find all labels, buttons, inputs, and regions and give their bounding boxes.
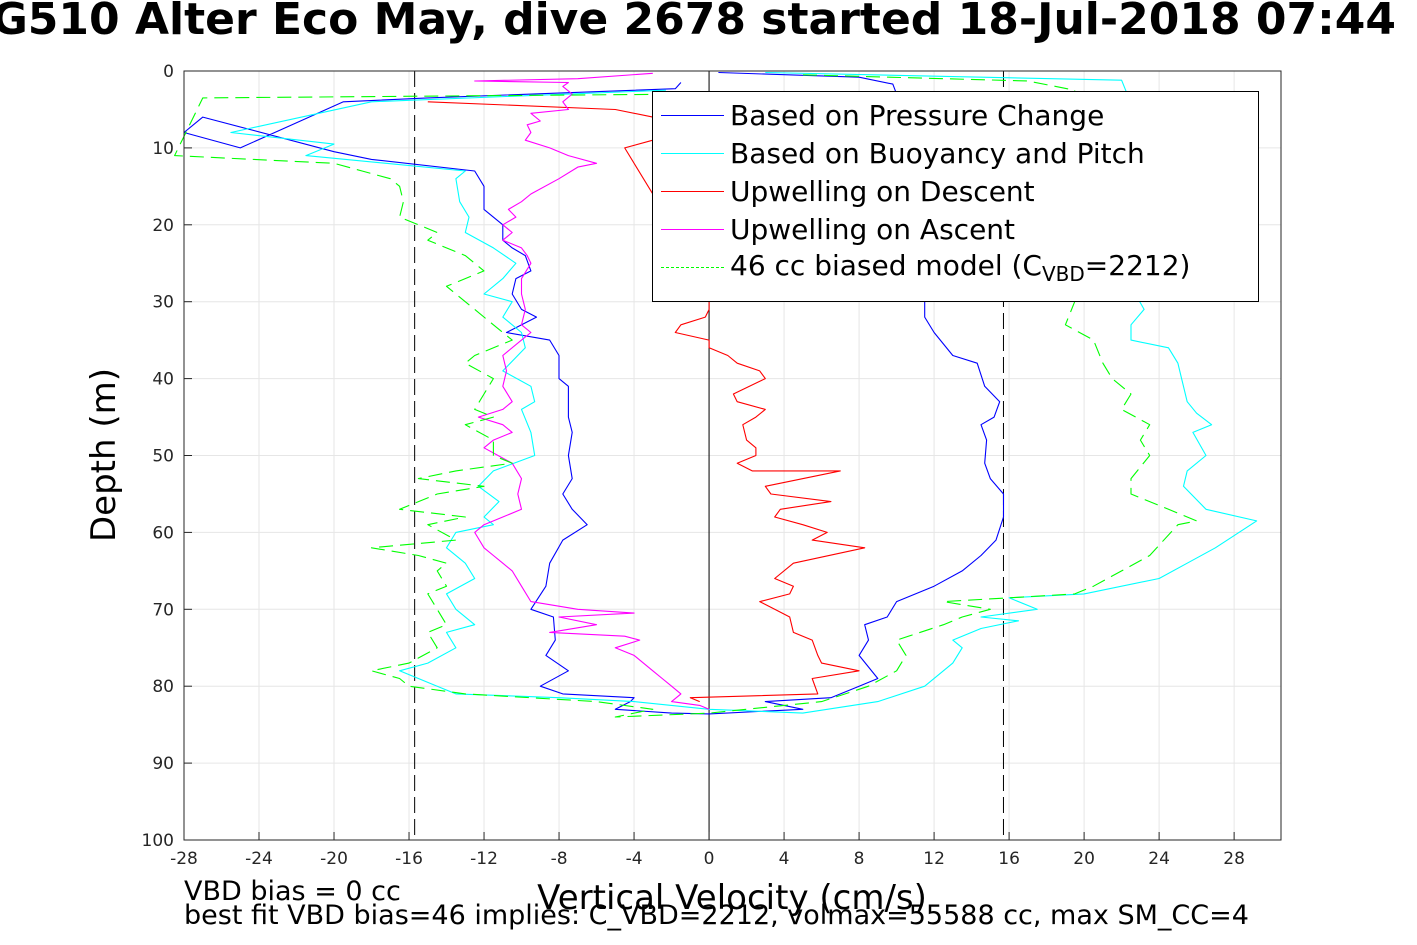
legend-swatch [661, 266, 724, 268]
x-tick-label: -8 [551, 849, 568, 869]
best-fit-note: best fit VBD bias=46 implies: C_VBD=2212… [184, 900, 1249, 931]
legend-label: Based on Buoyancy and Pitch [730, 136, 1145, 170]
x-ticks: -28 -24 -20 -16 -12 -8 -4 0 4 8 12 16 20 24 28 [170, 832, 1245, 869]
x-tick-label: -4 [626, 849, 643, 869]
legend-item-upwelling-descent: Upwelling on Descent [653, 172, 1258, 210]
legend-swatch [661, 152, 724, 154]
legend-swatch [661, 228, 724, 230]
x-tick-label: 0 [704, 849, 715, 869]
y-tick-label: 0 [163, 62, 174, 82]
legend-model-subscript: VBD [1041, 261, 1085, 286]
y-tick-label: 100 [142, 831, 174, 851]
series-line [230, 71, 1258, 714]
legend-label: Based on Pressure Change [730, 98, 1105, 132]
legend-item-biased-model: 46 cc biased model (CVBD=2212) [653, 248, 1258, 286]
series-lines [174, 71, 1258, 718]
legend-label: 46 cc biased model (CVBD=2212) [730, 249, 1190, 286]
y-axis-label: Depth (m) [84, 367, 124, 543]
y-tick-label: 70 [152, 600, 174, 620]
x-tick-label: 12 [923, 849, 945, 869]
y-ticks: 0 10 20 30 40 50 60 70 80 90 100 [142, 62, 192, 851]
series-line [474, 72, 710, 710]
legend-model-prefix: 46 cc biased model (C [730, 248, 1042, 282]
x-tick-label: 28 [1223, 849, 1245, 869]
y-tick-label: 30 [152, 293, 174, 313]
legend-label: Upwelling on Descent [730, 174, 1035, 208]
y-tick-label: 80 [152, 677, 174, 697]
x-tick-label: -12 [470, 849, 498, 869]
x-tick-label: -24 [245, 849, 273, 869]
x-tick-label: 20 [1073, 849, 1095, 869]
legend-model-suffix: =2212) [1084, 248, 1191, 282]
legend-label: Upwelling on Ascent [730, 212, 1016, 246]
legend: Based on Pressure Change Based on Buoyan… [652, 91, 1259, 302]
y-tick-label: 20 [152, 216, 174, 236]
x-tick-label: 24 [1148, 849, 1170, 869]
y-tick-label: 90 [152, 754, 174, 774]
y-tick-label: 40 [152, 370, 174, 390]
legend-swatch [661, 190, 724, 192]
series-line [427, 101, 866, 703]
chart-title: SG510 Alter Eco May, dive 2678 started 1… [0, 0, 1396, 45]
legend-item-buoyancy-pitch: Based on Buoyancy and Pitch [653, 134, 1258, 172]
x-tick-label: 16 [998, 849, 1020, 869]
x-tick-label: -20 [320, 849, 348, 869]
y-tick-label: 50 [152, 447, 174, 467]
y-tick-label: 10 [152, 139, 174, 159]
legend-swatch [661, 114, 724, 116]
x-tick-label: 4 [779, 849, 790, 869]
series-line [174, 74, 1198, 718]
y-tick-label: 60 [152, 523, 174, 543]
vbd-bias-note: VBD bias = 0 cc [184, 876, 401, 907]
series-line [183, 71, 1005, 715]
x-tick-label: -16 [395, 849, 423, 869]
legend-item-upwelling-ascent: Upwelling on Ascent [653, 210, 1258, 248]
x-tick-label: -28 [170, 849, 198, 869]
x-tick-label: 8 [854, 849, 865, 869]
x-axis-label: Vertical Velocity (cm/s) [537, 878, 927, 918]
legend-item-pressure-change: Based on Pressure Change [653, 96, 1258, 134]
